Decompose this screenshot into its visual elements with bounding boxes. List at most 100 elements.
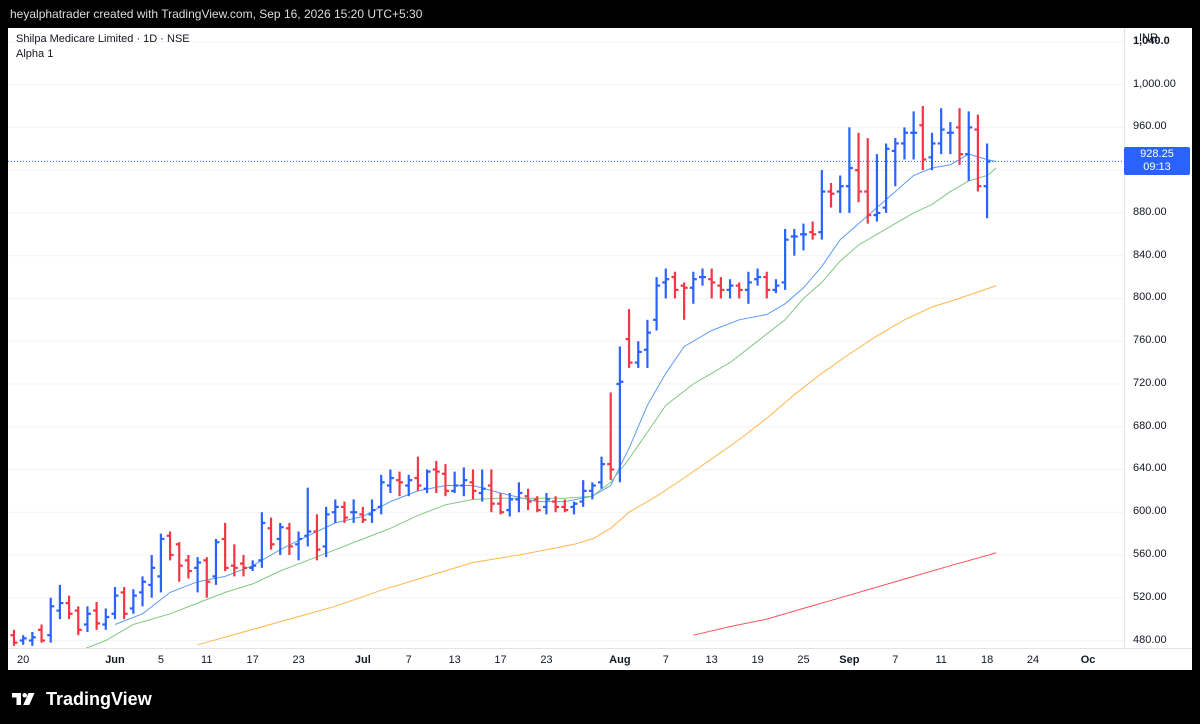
chart-frame[interactable]: Shilpa Medicare Limited · 1D · NSE Alpha… (8, 28, 1192, 670)
ohlc-bar (956, 108, 964, 165)
price-tick-label: 880.00 (1133, 205, 1167, 218)
ohlc-bar (340, 501, 348, 523)
ohlc-bar (469, 469, 477, 500)
time-tick-label: 11 (201, 654, 213, 666)
time-tick-label: Aug (609, 654, 631, 666)
ohlc-bar (873, 154, 881, 222)
ohlc-bar (855, 132, 863, 203)
ohlc-bar (148, 555, 156, 598)
price-tick-label: 1,000.00 (1133, 77, 1176, 90)
ohlc-bar (285, 522, 293, 555)
ohlc-bar (891, 138, 899, 187)
ohlc-bar (111, 587, 119, 620)
ohlc-bar (653, 277, 661, 331)
time-tick-label: Jun (105, 654, 125, 666)
ohlc-bar (717, 277, 725, 299)
ohlc-bar (689, 271, 697, 304)
ohlc-bar (313, 514, 321, 561)
ohlc-bar (616, 346, 624, 483)
ohlc-bar (763, 271, 771, 299)
time-tick-label: 25 (797, 654, 810, 666)
price-tick-label: 720.00 (1133, 376, 1167, 389)
ohlc-bar (570, 501, 578, 515)
ohlc-bar (194, 557, 202, 593)
ohlc-bar (396, 471, 404, 497)
ohlc-bar (166, 531, 174, 561)
ohlc-bar (864, 138, 872, 224)
ohlc-bar (478, 469, 486, 502)
indicator-label[interactable]: Alpha 1 (16, 48, 54, 60)
ohlc-bar (47, 597, 55, 643)
price-tick-label: 1,040.0 (1133, 34, 1170, 47)
ohlc-bar (974, 114, 982, 192)
ohlc-bar (533, 496, 541, 513)
ohlc-bar (212, 538, 220, 585)
price-tick-label: 560.00 (1133, 548, 1167, 560)
ohlc-bar (267, 517, 275, 550)
ohlc-bar (240, 555, 247, 577)
ohlc-bar (900, 127, 908, 160)
ohlc-bar (377, 474, 385, 515)
ohlc-bar (625, 309, 633, 368)
ohlc-bar (157, 533, 165, 593)
ohlc-bar (836, 175, 844, 213)
ohlc-bar (607, 392, 615, 481)
ohlc-bar (350, 499, 358, 523)
ohlc-bar (799, 223, 807, 251)
ohlc-bar (38, 624, 46, 643)
attribution-text: heyalphatrader created with TradingView.… (10, 7, 423, 21)
chart-legend: Shilpa Medicare Limited · 1D · NSE Alpha… (16, 32, 190, 62)
time-tick-label: 7 (405, 654, 412, 666)
ohlc-bar (386, 469, 394, 493)
price-chart[interactable] (8, 28, 1124, 648)
ohlc-bar (93, 602, 101, 630)
last-price-value: 928.25 (1140, 148, 1174, 161)
ohlc-bar (790, 228, 798, 256)
last-price-label: 928.25 09:13 (1124, 147, 1190, 176)
time-tick-label: 13 (448, 654, 461, 666)
ohlc-bar (368, 499, 376, 523)
ohlc-bar (423, 469, 431, 493)
ohlc-bar (322, 506, 330, 558)
ohlc-bar (441, 464, 449, 497)
ohlc-bar (919, 106, 927, 171)
price-tick-label: 680.00 (1133, 419, 1167, 432)
ohlc-bar (221, 522, 229, 572)
ohlc-bar (579, 480, 587, 507)
price-axis[interactable]: INR 1,040.01,000.00960.00920.00880.00840… (1124, 28, 1192, 648)
price-tick-label: 840.00 (1133, 248, 1167, 261)
ohlc-bar (203, 557, 211, 598)
time-axis[interactable]: 20 Jun 5 11 17 23 Jul 7 13 17 23 Aug 7 13 19 25 Sep 7 11 18… (8, 648, 1192, 670)
ohlc-bar (414, 456, 422, 491)
ohlc-bar (561, 499, 569, 513)
ohlc-bar (937, 108, 945, 155)
time-tick-label: 19 (751, 654, 764, 666)
ohlc-bar (258, 512, 266, 568)
ohlc-bar (818, 170, 826, 240)
ohlc-bar (405, 474, 413, 497)
attribution-bar: heyalphatrader created with TradingView.… (0, 0, 1200, 28)
ohlc-bar (65, 595, 73, 620)
ohlc-bar (515, 482, 523, 513)
ohlc-bar (524, 488, 532, 511)
time-tick-label: 17 (494, 654, 507, 666)
price-tick-label: 520.00 (1133, 590, 1167, 603)
time-tick-label: 24 (1026, 654, 1040, 666)
time-tick-label: 7 (892, 654, 899, 666)
ohlc-bar (10, 629, 18, 646)
time-tick-label: Sep (839, 654, 860, 666)
footer-branding: TradingView (10, 684, 152, 714)
ohlc-bar (882, 143, 890, 213)
price-tick-label: 480.00 (1133, 633, 1167, 646)
ohlc-bar (845, 127, 853, 213)
ohlc-bar (680, 282, 688, 320)
ohlc-bar (965, 111, 973, 181)
ohlc-bar (809, 221, 817, 240)
ohlc-bar (708, 268, 716, 299)
price-tick-label: 760.00 (1133, 334, 1167, 347)
ohlc-bar (497, 493, 505, 515)
ohlc-bar (460, 467, 468, 497)
ohlc-bar (74, 606, 82, 636)
moving-average-line-2 (85, 167, 997, 648)
moving-average-line-1 (114, 153, 997, 625)
